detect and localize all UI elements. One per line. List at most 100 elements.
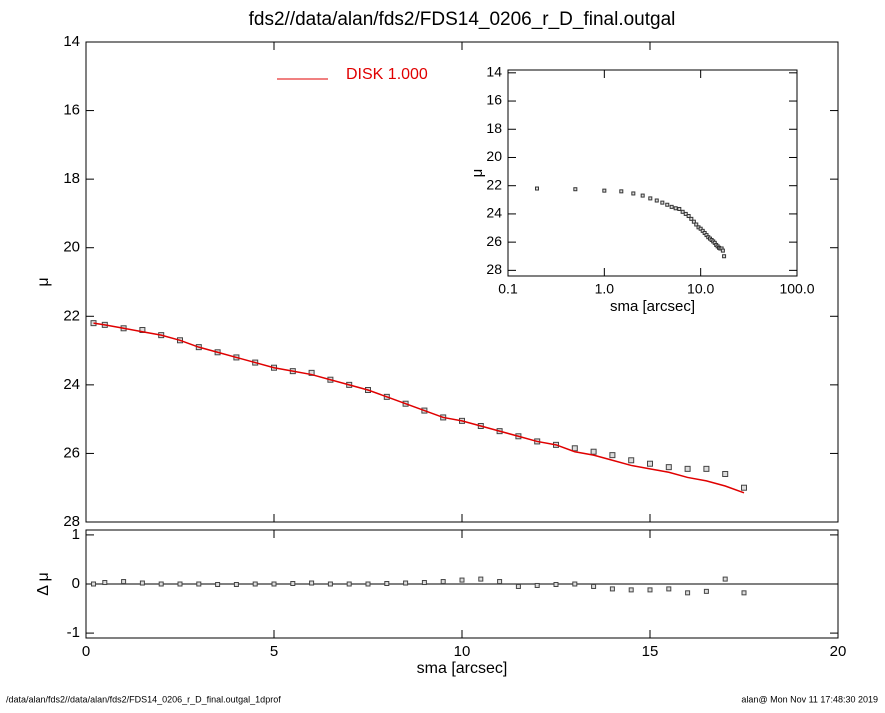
x-tick-label: 0 [82, 643, 90, 660]
data-point [177, 581, 183, 587]
data-point [691, 219, 696, 224]
data-point [669, 204, 674, 209]
data-point [102, 580, 108, 586]
data-point [683, 211, 688, 216]
data-point [121, 579, 127, 585]
model-line [93, 322, 745, 494]
data-point [741, 590, 747, 596]
data-point [673, 206, 678, 211]
data-point [660, 200, 665, 205]
data-point [403, 580, 409, 586]
data-point [346, 581, 352, 587]
data-point [327, 581, 333, 587]
y-tick-label: 20 [63, 239, 80, 256]
y-tick-label: 22 [63, 307, 80, 324]
data-point [722, 254, 727, 259]
x-axis-label: sma [arcsec] [417, 660, 508, 677]
y-tick-label: 24 [486, 205, 502, 221]
y-tick-label: 28 [486, 261, 502, 277]
data-point [478, 576, 484, 582]
data-point [573, 187, 578, 192]
inset-frame [507, 69, 798, 277]
data-point [665, 464, 672, 471]
title: fds2//data/alan/fds2/FDS14_0206_r_D_fina… [249, 9, 676, 30]
data-point [685, 590, 691, 596]
footer-left: /data/alan/fds2//data/alan/fds2/FDS14_02… [6, 694, 281, 704]
x-tick-label: 20 [830, 643, 847, 660]
data-point [309, 580, 315, 586]
x-tick-label: 1.0 [595, 281, 615, 297]
data-point [619, 189, 624, 194]
data-point [741, 484, 747, 491]
x-tick-label: 10.0 [687, 281, 714, 297]
data-point [91, 581, 97, 587]
data-point [684, 465, 691, 472]
data-point [602, 188, 607, 193]
data-point [631, 191, 636, 196]
x-tick-label: 15 [642, 643, 659, 660]
data-point [628, 587, 634, 593]
data-point [686, 214, 691, 219]
legend-label: DISK 1.000 [346, 66, 428, 83]
y-tick-label: 26 [63, 444, 80, 461]
x-tick-label: 100.0 [779, 281, 814, 297]
data-point [440, 579, 446, 585]
y-tick-label: 18 [486, 120, 502, 136]
data-point [215, 581, 221, 587]
data-point [384, 581, 390, 587]
data-point [703, 588, 709, 594]
data-point [590, 448, 597, 455]
y-axis-label: μ [469, 169, 486, 178]
data-point [703, 465, 710, 472]
data-point [459, 577, 465, 583]
data-point [698, 226, 703, 231]
y-tick-label: 18 [63, 170, 80, 187]
data-point [233, 581, 239, 587]
y-tick-label: 0 [72, 575, 80, 592]
y-tick-label: 26 [486, 233, 502, 249]
data-point [534, 186, 539, 191]
data-point [680, 209, 685, 214]
data-point [515, 583, 521, 589]
data-point [609, 452, 616, 459]
x-tick-label: 0.1 [498, 281, 518, 297]
data-point [308, 369, 315, 376]
data-point [677, 206, 682, 211]
data-point [722, 471, 729, 477]
footer-right: alan@ Mon Nov 11 17:48:30 2019 [741, 694, 878, 704]
y-axis-label: Δ μ [35, 572, 52, 595]
y-tick-label: 16 [63, 102, 80, 119]
y-tick-label: 14 [486, 64, 502, 80]
data-point [252, 581, 258, 587]
data-point [654, 198, 659, 203]
data-point [647, 460, 653, 467]
data-point [720, 248, 725, 253]
data-point [571, 445, 578, 452]
data-point [290, 581, 296, 587]
data-point [689, 216, 694, 221]
data-point [722, 576, 728, 582]
data-point [534, 582, 540, 588]
data-point [421, 580, 427, 586]
data-point [591, 583, 597, 589]
data-point [196, 581, 202, 587]
data-point [139, 327, 146, 333]
y-tick-label: 20 [486, 148, 502, 164]
data-point [665, 202, 670, 207]
data-point [572, 581, 578, 587]
data-point [648, 196, 653, 201]
data-point [666, 586, 672, 592]
data-point [640, 193, 645, 198]
x-axis-label: sma [arcsec] [610, 298, 695, 315]
y-tick-label: 24 [63, 376, 80, 393]
y-tick-label: 28 [63, 513, 80, 530]
data-point [628, 457, 635, 464]
data-point [365, 581, 371, 587]
y-axis-label: μ [35, 277, 52, 286]
data-point [271, 581, 277, 587]
data-point [139, 580, 145, 586]
y-tick-label: 16 [486, 92, 502, 108]
y-tick-label: 14 [63, 33, 80, 50]
y-tick-label: 22 [486, 176, 502, 192]
